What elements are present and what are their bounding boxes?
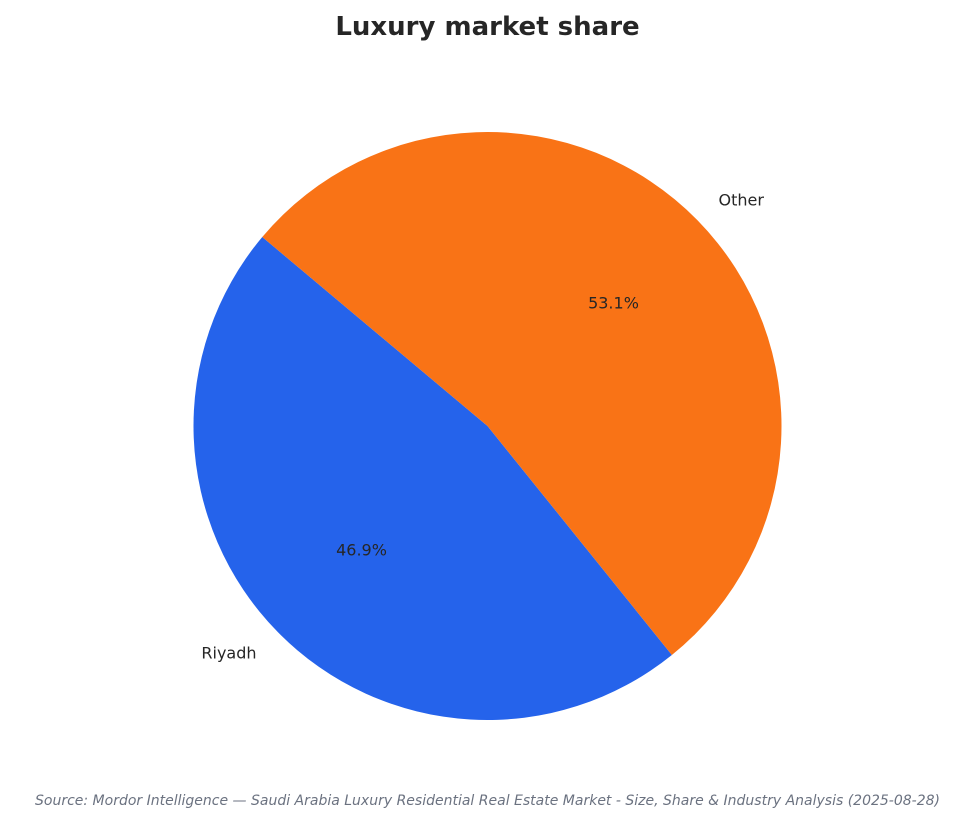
- pie-percent-label: 46.9%: [336, 540, 387, 559]
- pie-slices: [193, 132, 782, 721]
- pie-percent-label: 53.1%: [588, 294, 639, 313]
- pie-slice-other: [262, 132, 782, 655]
- pie-slice-label: Riyadh: [201, 643, 256, 662]
- pie-labels: 46.9% Riyadh 53.1% Other: [201, 191, 764, 663]
- pie-slice-label: Other: [718, 191, 764, 210]
- chart-title: Luxury market share: [335, 12, 639, 42]
- source-note: Source: Mordor Intelligence — Saudi Arab…: [35, 793, 940, 809]
- pie-slice-riyadh: [193, 237, 672, 721]
